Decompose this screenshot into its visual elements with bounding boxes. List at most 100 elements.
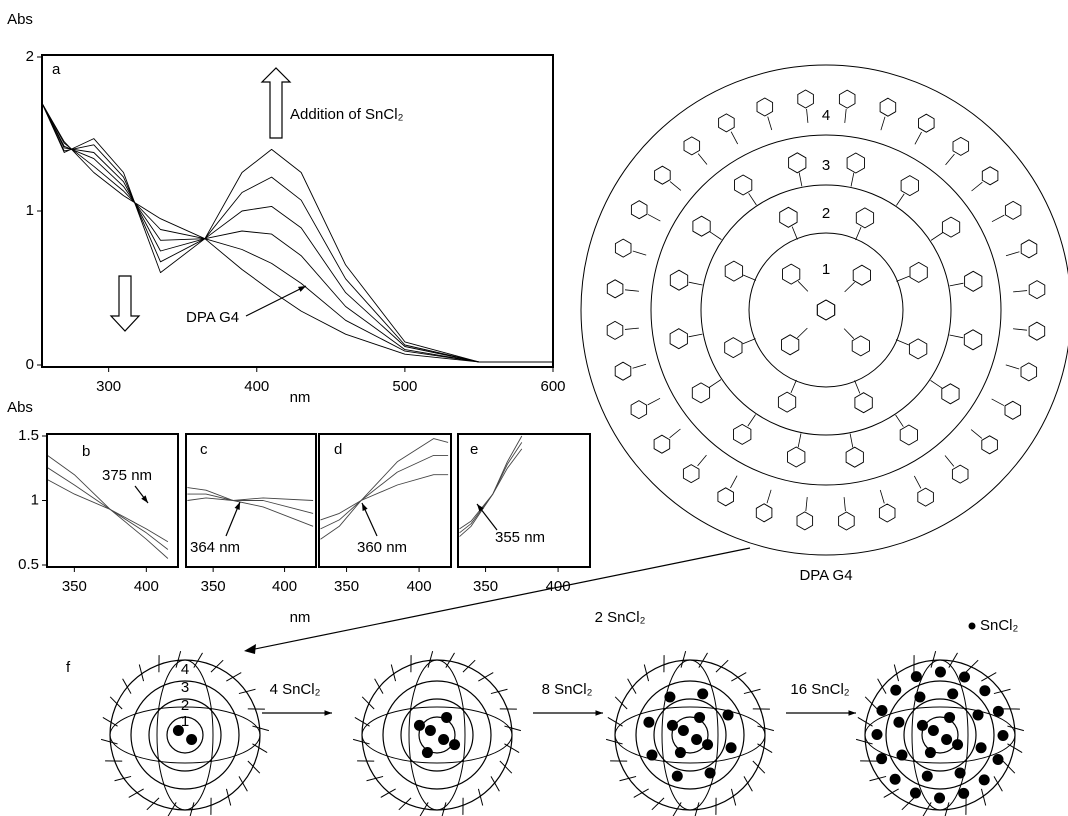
sphere-end	[615, 697, 627, 709]
shell-circle	[749, 233, 903, 387]
curve	[321, 455, 449, 529]
ring-label: 4	[822, 107, 830, 124]
benzene-ring	[607, 321, 623, 339]
bond	[730, 476, 737, 488]
benzene-ring	[856, 208, 873, 228]
benzene-ring	[909, 339, 926, 359]
annotation: DPA G4	[186, 309, 239, 326]
bond	[881, 117, 885, 130]
legend-label: SnCl₂	[980, 617, 1019, 634]
sphere-end	[353, 739, 369, 744]
sphere-circle	[865, 660, 1015, 810]
sncl2-dot	[890, 774, 901, 785]
sncl2-dot	[723, 709, 734, 720]
sncl2-dot	[993, 754, 1004, 765]
benzene-ring	[780, 207, 797, 227]
bond	[896, 340, 909, 345]
benzene-ring	[756, 504, 772, 522]
sncl2-dot	[935, 667, 946, 678]
sphere-end	[252, 726, 268, 731]
benzene-ring	[725, 261, 742, 281]
sphere-circle	[419, 717, 455, 753]
shell-circle	[581, 65, 1068, 555]
bond	[648, 398, 660, 405]
sncl2-dot	[702, 739, 713, 750]
sphere-end	[1003, 761, 1015, 773]
shell-circle	[651, 135, 1001, 485]
benzene-ring	[670, 270, 687, 290]
sphere-end	[211, 660, 223, 672]
x-tick-label: 600	[540, 378, 565, 395]
bond	[896, 415, 904, 427]
y-axis-label: Abs	[7, 11, 33, 28]
benzene-ring	[778, 392, 795, 412]
bond	[844, 497, 845, 511]
bond	[798, 281, 808, 291]
arrow-head	[235, 502, 240, 510]
bond	[950, 283, 964, 286]
benzene-ring	[1021, 240, 1037, 258]
y-tick-label: 2	[26, 48, 34, 65]
ring-label: 2	[822, 205, 830, 222]
sphere-branch	[912, 660, 968, 810]
bond	[689, 334, 703, 337]
benzene-ring	[1021, 363, 1037, 381]
sncl2-dot	[997, 730, 1008, 741]
sncl2-dot	[941, 734, 952, 745]
sncl2-dot	[947, 688, 958, 699]
sncl2-dot	[414, 720, 425, 731]
sncl2-dot	[876, 753, 887, 764]
sphere-circle	[615, 660, 765, 810]
bond	[1013, 291, 1027, 292]
curve	[460, 449, 522, 529]
bond	[845, 109, 846, 123]
benzene-ring	[670, 329, 687, 349]
sncl2-dot	[675, 747, 686, 758]
benzene-ring	[982, 167, 998, 185]
sncl2-dot	[441, 712, 452, 723]
bond	[689, 282, 703, 285]
sphere-circle	[362, 660, 512, 810]
benzene-ring	[1029, 281, 1045, 299]
bond	[633, 364, 646, 368]
benzene-ring	[692, 383, 709, 403]
sphere-branch	[615, 707, 765, 763]
sncl2-dot	[678, 725, 689, 736]
benzene-ring	[615, 239, 631, 257]
bond	[670, 182, 681, 191]
bond	[850, 434, 853, 448]
benzene-ring	[847, 153, 864, 173]
x-tick-label: 300	[96, 378, 121, 395]
bond	[798, 433, 801, 447]
sphere-end	[500, 761, 512, 773]
sphere-branch	[865, 707, 1015, 763]
bond	[709, 380, 721, 388]
bond	[791, 380, 796, 393]
sncl2-dot	[910, 788, 921, 799]
benzene-ring	[735, 175, 752, 195]
panel-label: b	[82, 443, 90, 460]
benzene-ring	[1005, 201, 1021, 219]
bond	[625, 328, 639, 329]
sphere-end	[865, 697, 877, 709]
layer-label: 3	[181, 679, 189, 696]
sphere-end	[966, 660, 978, 672]
bond	[992, 399, 1004, 406]
dendrimer-label: DPA G4	[799, 567, 852, 584]
sncl2-dot	[694, 712, 705, 723]
y-axis-label: Abs	[7, 399, 33, 416]
bond	[797, 328, 807, 338]
sphere-end	[101, 739, 117, 744]
bond	[880, 490, 884, 503]
pointer-arrow	[250, 548, 750, 650]
sncl2-dot	[697, 688, 708, 699]
sphere-end	[716, 660, 728, 672]
y-tick-label: 1	[26, 202, 34, 219]
bond	[931, 380, 943, 388]
down-arrow	[111, 276, 139, 331]
bond	[633, 251, 646, 255]
benzene-ring	[910, 262, 927, 282]
bond	[807, 109, 808, 123]
bond	[799, 173, 802, 187]
benzene-ring	[964, 330, 981, 350]
